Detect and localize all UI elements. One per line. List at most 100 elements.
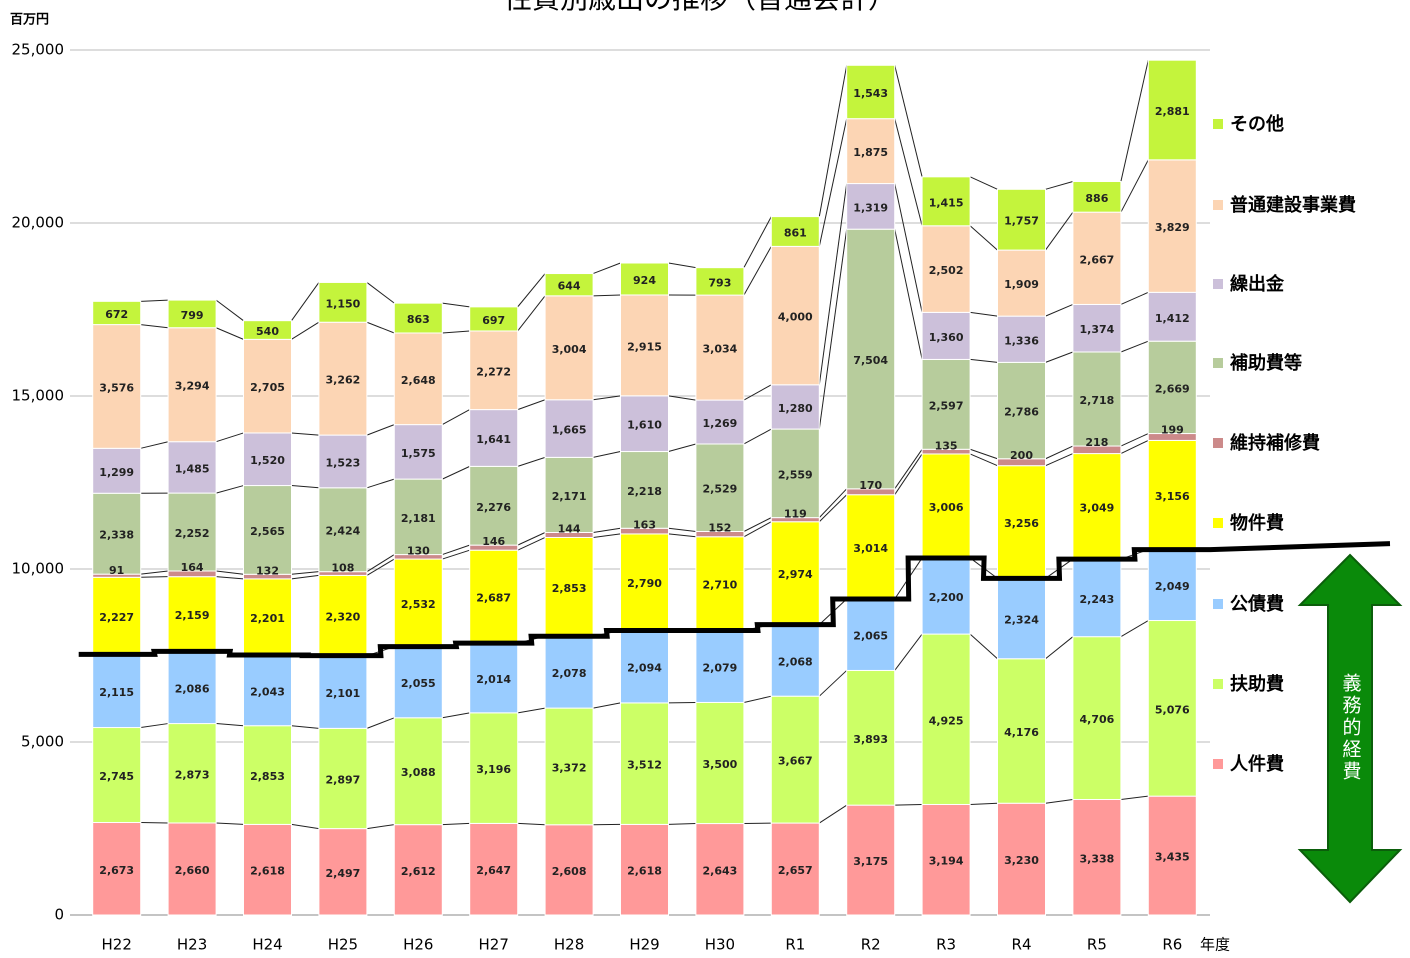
value-label: 3,175 xyxy=(853,855,888,868)
bar-segment xyxy=(167,576,217,652)
bar-segment xyxy=(695,536,745,632)
connector xyxy=(1045,636,1074,660)
value-label: 2,043 xyxy=(250,685,285,698)
x-tick-label: R5 xyxy=(1087,936,1107,954)
bar-segment xyxy=(318,434,368,489)
x-tick-label: H24 xyxy=(252,936,282,954)
connector xyxy=(743,517,772,532)
x-tick-label: H25 xyxy=(328,936,358,954)
value-label: 170 xyxy=(859,479,882,492)
value-label: 2,272 xyxy=(476,365,511,378)
bar-segment xyxy=(1147,620,1197,797)
connector xyxy=(517,707,546,714)
connector xyxy=(1045,445,1074,460)
bar-segment xyxy=(243,338,292,434)
value-label: 1,336 xyxy=(1004,334,1039,347)
x-tick-label: R1 xyxy=(785,936,805,954)
bar-segment xyxy=(167,441,217,494)
connector xyxy=(743,246,772,296)
value-label: 1,757 xyxy=(1004,215,1039,228)
value-label: 3,034 xyxy=(703,343,738,356)
legend-swatch xyxy=(1213,358,1223,368)
value-label: 2,718 xyxy=(1080,394,1115,407)
connector xyxy=(1120,60,1149,182)
value-label: 2,218 xyxy=(627,485,662,498)
value-label: 2,745 xyxy=(99,770,134,783)
value-label: 1,520 xyxy=(250,454,285,467)
bar-segment xyxy=(92,576,142,655)
connector xyxy=(1120,340,1149,353)
value-label: 2,101 xyxy=(326,687,361,700)
y-tick-label: 10,000 xyxy=(12,560,65,578)
connector xyxy=(216,570,244,575)
value-label: 2,897 xyxy=(326,773,361,786)
connector xyxy=(894,65,923,177)
legend-label: 物件費 xyxy=(1230,512,1284,534)
bar-segment xyxy=(921,557,971,635)
bar-segment xyxy=(770,624,820,697)
value-label: 2,276 xyxy=(476,501,511,514)
bar-segment xyxy=(620,702,669,825)
connector xyxy=(818,494,848,523)
value-label: 2,324 xyxy=(1004,614,1039,627)
value-label: 3,004 xyxy=(552,343,587,356)
bar-segment xyxy=(92,447,142,494)
connector xyxy=(442,330,470,334)
bar-segment xyxy=(695,267,745,296)
y-tick-label: 0 xyxy=(54,906,64,924)
connector xyxy=(291,725,319,729)
connector xyxy=(291,574,319,580)
value-label: 2,881 xyxy=(1155,105,1190,118)
bar-segment xyxy=(620,262,669,296)
value-label: 5,076 xyxy=(1155,703,1190,716)
legend-label: 公債費 xyxy=(1230,593,1284,615)
value-label: 2,049 xyxy=(1155,580,1190,593)
value-label: 164 xyxy=(181,561,204,574)
x-tick-label: H22 xyxy=(102,936,132,954)
value-label: 2,078 xyxy=(552,667,587,680)
value-label: 1,665 xyxy=(552,424,587,437)
bar-segment xyxy=(393,646,443,719)
value-label: 3,500 xyxy=(703,758,738,771)
connector xyxy=(894,803,923,806)
legend-label: 普通建設事業費 xyxy=(1230,194,1356,216)
connector xyxy=(291,321,320,340)
bar-segment xyxy=(318,281,368,323)
connector xyxy=(1120,433,1149,447)
connector xyxy=(894,633,923,671)
value-label: 2,974 xyxy=(778,568,813,581)
bar-segment xyxy=(92,300,142,326)
value-label: 4,176 xyxy=(1004,726,1039,739)
connector xyxy=(818,183,848,385)
value-label: 2,559 xyxy=(778,468,813,481)
value-label: 2,612 xyxy=(401,865,436,878)
connector xyxy=(140,441,169,449)
legend-label: 扶助費 xyxy=(1230,673,1284,695)
bar-segment xyxy=(846,804,896,916)
connector xyxy=(215,485,244,494)
value-label: 2,660 xyxy=(175,864,210,877)
value-label: 3,196 xyxy=(476,763,511,776)
value-label: 2,873 xyxy=(175,768,210,781)
value-label: 540 xyxy=(256,325,279,338)
connector xyxy=(743,216,772,268)
value-label: 3,294 xyxy=(175,380,210,393)
connector xyxy=(593,294,621,297)
connector xyxy=(1045,181,1074,190)
connector xyxy=(216,576,244,580)
connector xyxy=(517,532,546,546)
value-label: 3,049 xyxy=(1080,501,1115,514)
bar-segment xyxy=(620,629,669,704)
value-label: 2,200 xyxy=(929,591,964,604)
bar-segment xyxy=(92,822,142,916)
value-label: 861 xyxy=(784,226,807,239)
value-label: 2,853 xyxy=(552,582,587,595)
value-label: 2,667 xyxy=(1080,253,1115,266)
value-label: 1,909 xyxy=(1004,278,1039,291)
connector xyxy=(366,321,395,334)
value-label: 1,150 xyxy=(326,297,361,310)
value-label: 3,435 xyxy=(1155,851,1190,864)
value-label: 1,575 xyxy=(401,447,436,460)
value-label: 1,319 xyxy=(853,201,888,214)
